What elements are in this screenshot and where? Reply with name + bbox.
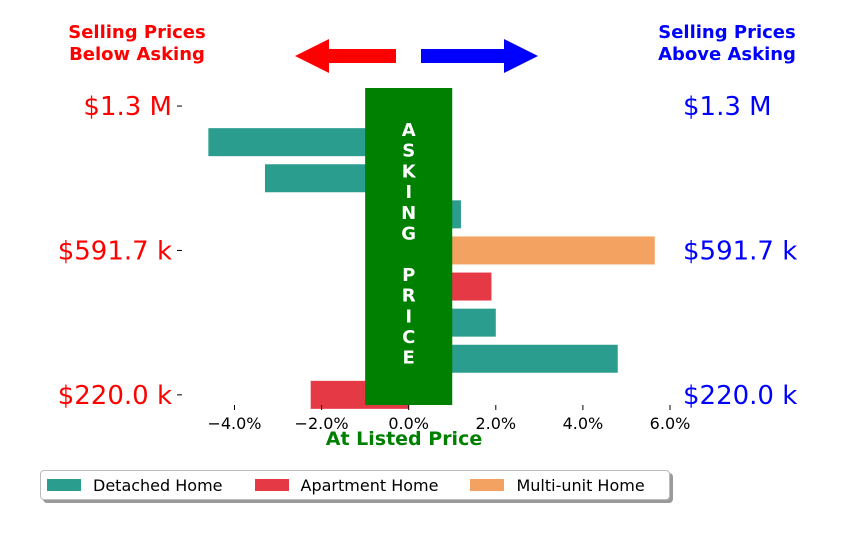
header-right-line-2: Above Asking xyxy=(658,44,796,65)
band-letter-2: K xyxy=(402,161,417,182)
x-tick-label-3: 2.0% xyxy=(475,414,516,433)
x-tick-label-5: 6.0% xyxy=(650,414,691,433)
x-tick-label-1: −2.0% xyxy=(295,414,349,433)
header-left-line-1: Selling Prices xyxy=(68,22,205,43)
band-letter-11: E xyxy=(403,348,415,369)
legend-swatch-multiunit xyxy=(470,479,505,491)
band-letter-5: G xyxy=(401,224,416,245)
band-letter-10: C xyxy=(402,327,415,348)
legend-swatch-detached xyxy=(47,479,81,491)
band-letter-9: I xyxy=(405,306,412,327)
legend-item-multiunit: Multi-unit Home xyxy=(470,475,645,495)
y-tick-label-left-2: $220.0 k xyxy=(58,381,172,411)
band-letter-3: I xyxy=(405,182,412,203)
header-right: Selling Prices Above Asking xyxy=(658,22,796,65)
y-tick-label-left-0: $1.3 M xyxy=(83,92,172,122)
y-tick-label-right-0: $1.3 M xyxy=(683,92,772,122)
legend-label-apartment: Apartment Home xyxy=(300,475,439,495)
y-tick-label-left-1: $591.7 k xyxy=(58,236,172,266)
x-tick-label-2: 0.0% xyxy=(388,414,429,433)
y-tick-labels-right: $1.3 M $591.7 k $220.0 k xyxy=(683,92,797,411)
legend-swatch-apartment xyxy=(254,479,289,491)
header-left: Selling Prices Below Asking xyxy=(68,22,205,65)
band-letter-8: R xyxy=(402,286,416,307)
band-letter-0: A xyxy=(402,120,416,141)
legend-label-multiunit: Multi-unit Home xyxy=(516,475,645,495)
band-letter-4: N xyxy=(401,203,416,224)
y-tick-labels-left: $1.3 M $591.7 k $220.0 k xyxy=(58,92,182,411)
y-tick-label-right-2: $220.0 k xyxy=(683,381,797,411)
x-axis-ticks: −4.0% −2.0% 0.0% 2.0% 4.0% 6.0% xyxy=(207,405,690,433)
legend: Detached Home Apartment Home Multi-unit … xyxy=(40,470,670,500)
band-letter-1: S xyxy=(402,141,415,162)
arrow-right-icon xyxy=(421,39,538,73)
legend-label-detached: Detached Home xyxy=(93,475,223,495)
band-letter-7: P xyxy=(402,265,415,286)
asking-price-band xyxy=(365,88,453,405)
arrow-left-icon xyxy=(295,39,396,73)
header-right-line-1: Selling Prices xyxy=(658,22,795,43)
legend-item-apartment: Apartment Home xyxy=(254,475,439,495)
x-tick-label-4: 4.0% xyxy=(563,414,604,433)
x-tick-label-0: −4.0% xyxy=(207,414,261,433)
header-left-line-2: Below Asking xyxy=(69,44,205,65)
legend-item-detached: Detached Home xyxy=(47,476,223,495)
x-axis-label: At Listed Price xyxy=(326,428,482,450)
y-tick-label-right-1: $591.7 k xyxy=(683,236,797,266)
